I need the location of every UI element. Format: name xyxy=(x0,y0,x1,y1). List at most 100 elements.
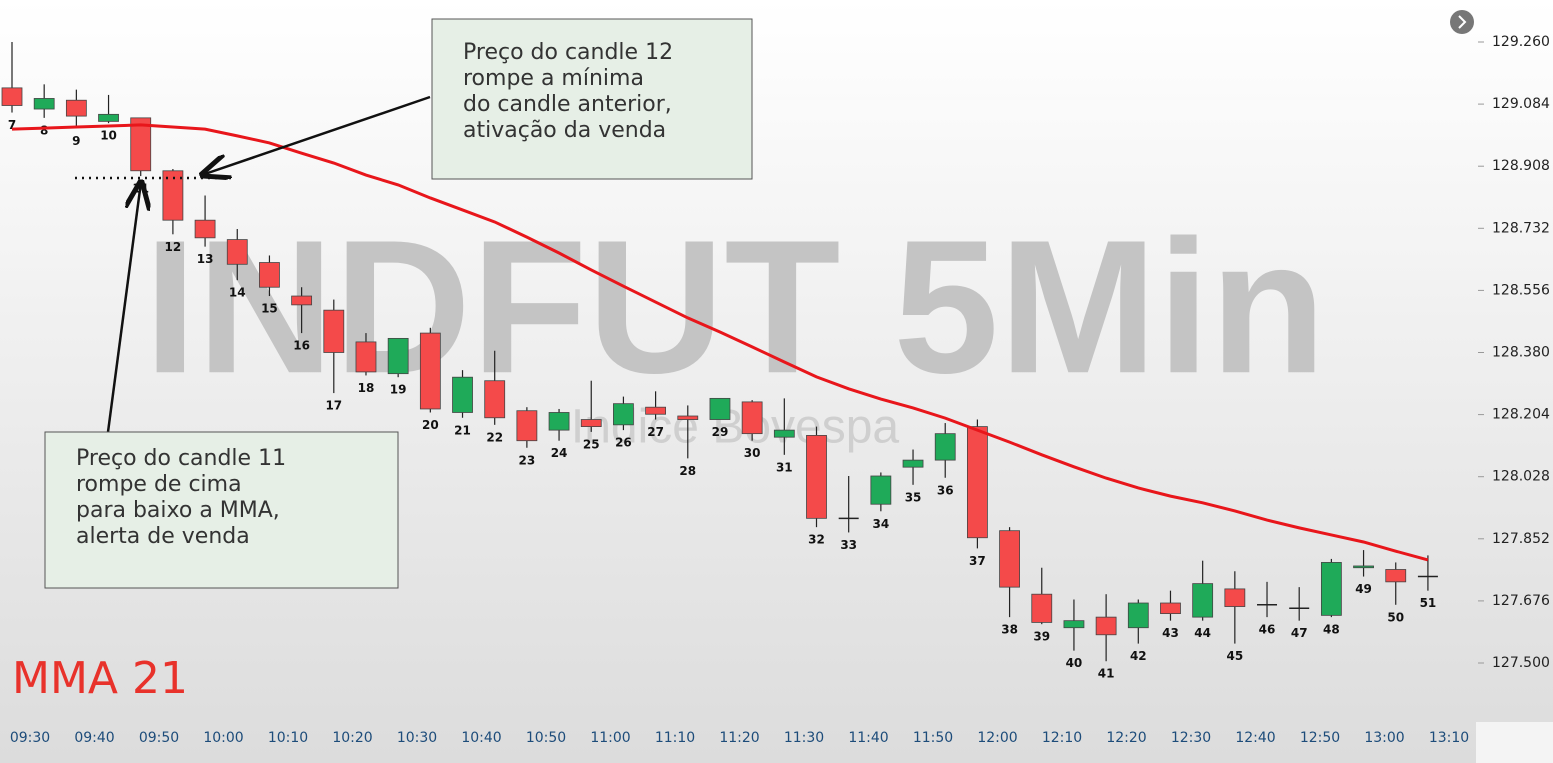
candle-label: 42 xyxy=(1130,649,1147,663)
candle-body xyxy=(1063,620,1085,629)
candle-body xyxy=(967,426,988,539)
x-tick-label: 09:50 xyxy=(139,730,179,746)
candle-body xyxy=(452,376,473,413)
y-tick-label: 128.556 xyxy=(1492,282,1550,298)
candle-label: 32 xyxy=(808,533,825,547)
x-tick-label: 10:30 xyxy=(397,730,437,746)
x-tick-label: 11:00 xyxy=(590,730,630,746)
y-tick-label: 128.908 xyxy=(1492,158,1550,174)
scroll-button[interactable] xyxy=(1450,10,1474,34)
annotation-text: Preço do candle 11 xyxy=(76,446,286,471)
candle-body xyxy=(580,419,602,427)
annotation-box xyxy=(431,18,753,180)
candle-label: 44 xyxy=(1194,626,1211,640)
candle-label: 7 xyxy=(8,118,16,132)
y-tick-label: 128.732 xyxy=(1492,220,1550,236)
candle-body xyxy=(1031,593,1053,623)
candle-body xyxy=(902,459,924,468)
candle-body xyxy=(1095,616,1117,636)
annotation-text: do candle anterior, xyxy=(463,92,672,117)
x-tick-label: 11:10 xyxy=(655,730,695,746)
candle-label: 8 xyxy=(40,123,48,137)
x-tick-label: 12:00 xyxy=(977,730,1017,746)
y-tick-label: 129.260 xyxy=(1492,34,1550,50)
candle-label: 43 xyxy=(1162,626,1179,640)
candle-body xyxy=(773,429,795,438)
annotation-text: Preço do candle 12 xyxy=(463,40,673,65)
candle-label: 24 xyxy=(551,446,568,460)
candle-label: 23 xyxy=(519,453,536,467)
watermark-title: INDFUT 5Min xyxy=(144,201,1326,413)
annotation-text: ativação da venda xyxy=(463,118,666,143)
candle-label: 20 xyxy=(422,418,439,432)
candle-body xyxy=(806,435,827,519)
candle-body xyxy=(548,412,570,431)
x-tick-label: 12:30 xyxy=(1171,730,1211,746)
candle-label: 36 xyxy=(937,483,954,497)
x-tick-label: 11:40 xyxy=(848,730,888,746)
candle-body xyxy=(1224,588,1246,607)
x-tick-label: 10:00 xyxy=(203,730,243,746)
candle-label: 26 xyxy=(615,436,632,450)
candle-body xyxy=(387,337,409,375)
y-tick-label: 128.380 xyxy=(1492,345,1550,361)
x-tick-label: 13:00 xyxy=(1364,730,1404,746)
candle-label: 34 xyxy=(873,517,890,531)
candle-body xyxy=(1353,565,1374,569)
candle-body xyxy=(1192,583,1214,618)
x-tick-label: 10:20 xyxy=(332,730,372,746)
candle-label: 35 xyxy=(905,490,922,504)
x-tick-label: 10:50 xyxy=(526,730,566,746)
candle-label: 45 xyxy=(1226,649,1243,663)
x-tick-label: 09:30 xyxy=(10,730,50,746)
candle-label: 17 xyxy=(325,399,342,413)
annotation-box xyxy=(44,431,399,589)
annotation-text: alerta de venda xyxy=(76,524,250,549)
candle-label: 41 xyxy=(1098,667,1115,681)
candle-body xyxy=(677,415,699,420)
candle-body xyxy=(291,295,313,306)
annotation-text: rompe de cima xyxy=(76,472,242,497)
x-tick-label: 11:30 xyxy=(784,730,824,746)
candle-label: 50 xyxy=(1387,610,1404,624)
candle-body xyxy=(1,87,23,106)
candle-body xyxy=(323,309,345,353)
legend-entry: MMA 21 xyxy=(12,653,188,704)
candle-label: 28 xyxy=(679,464,696,478)
candle-body xyxy=(613,403,634,426)
x-tick-label: 12:40 xyxy=(1235,730,1275,746)
annotation-text: para baixo a MMA, xyxy=(76,498,280,523)
x-tick-label: 10:10 xyxy=(268,730,308,746)
arrow xyxy=(202,95,431,175)
y-tick-label: 127.500 xyxy=(1492,655,1550,671)
x-tick-label: 11:20 xyxy=(719,730,759,746)
candle-label: 13 xyxy=(197,252,214,266)
candle-body xyxy=(516,410,538,442)
annotation-text: rompe a mínima xyxy=(463,66,644,91)
candle-label: 27 xyxy=(647,425,664,439)
x-tick-label: 12:10 xyxy=(1042,730,1082,746)
y-tick-label: 129.084 xyxy=(1492,96,1550,112)
candle-label: 49 xyxy=(1355,582,1372,596)
y-tick-label: 128.028 xyxy=(1492,469,1550,485)
candle-label: 46 xyxy=(1259,623,1276,637)
candle-label: 48 xyxy=(1323,623,1340,637)
candle-label: 33 xyxy=(840,538,857,552)
candle-label: 18 xyxy=(358,381,375,395)
candle-body xyxy=(226,239,248,265)
candle-label: 19 xyxy=(390,383,407,397)
candle-body xyxy=(98,113,119,122)
candle-body xyxy=(741,401,763,435)
x-tick-label: 09:40 xyxy=(74,730,114,746)
candle-label: 40 xyxy=(1066,656,1083,670)
candle-body xyxy=(419,332,441,410)
candle-label: 51 xyxy=(1420,596,1437,610)
candle-body xyxy=(1320,562,1342,616)
candle-label: 30 xyxy=(744,446,761,460)
y-tick-label: 128.204 xyxy=(1492,407,1550,423)
x-tick-label: 13:10 xyxy=(1429,730,1469,746)
candle-label: 16 xyxy=(293,339,310,353)
axis-corner xyxy=(1476,722,1553,763)
candle-body xyxy=(1127,602,1149,629)
candle-label: 12 xyxy=(165,240,182,254)
